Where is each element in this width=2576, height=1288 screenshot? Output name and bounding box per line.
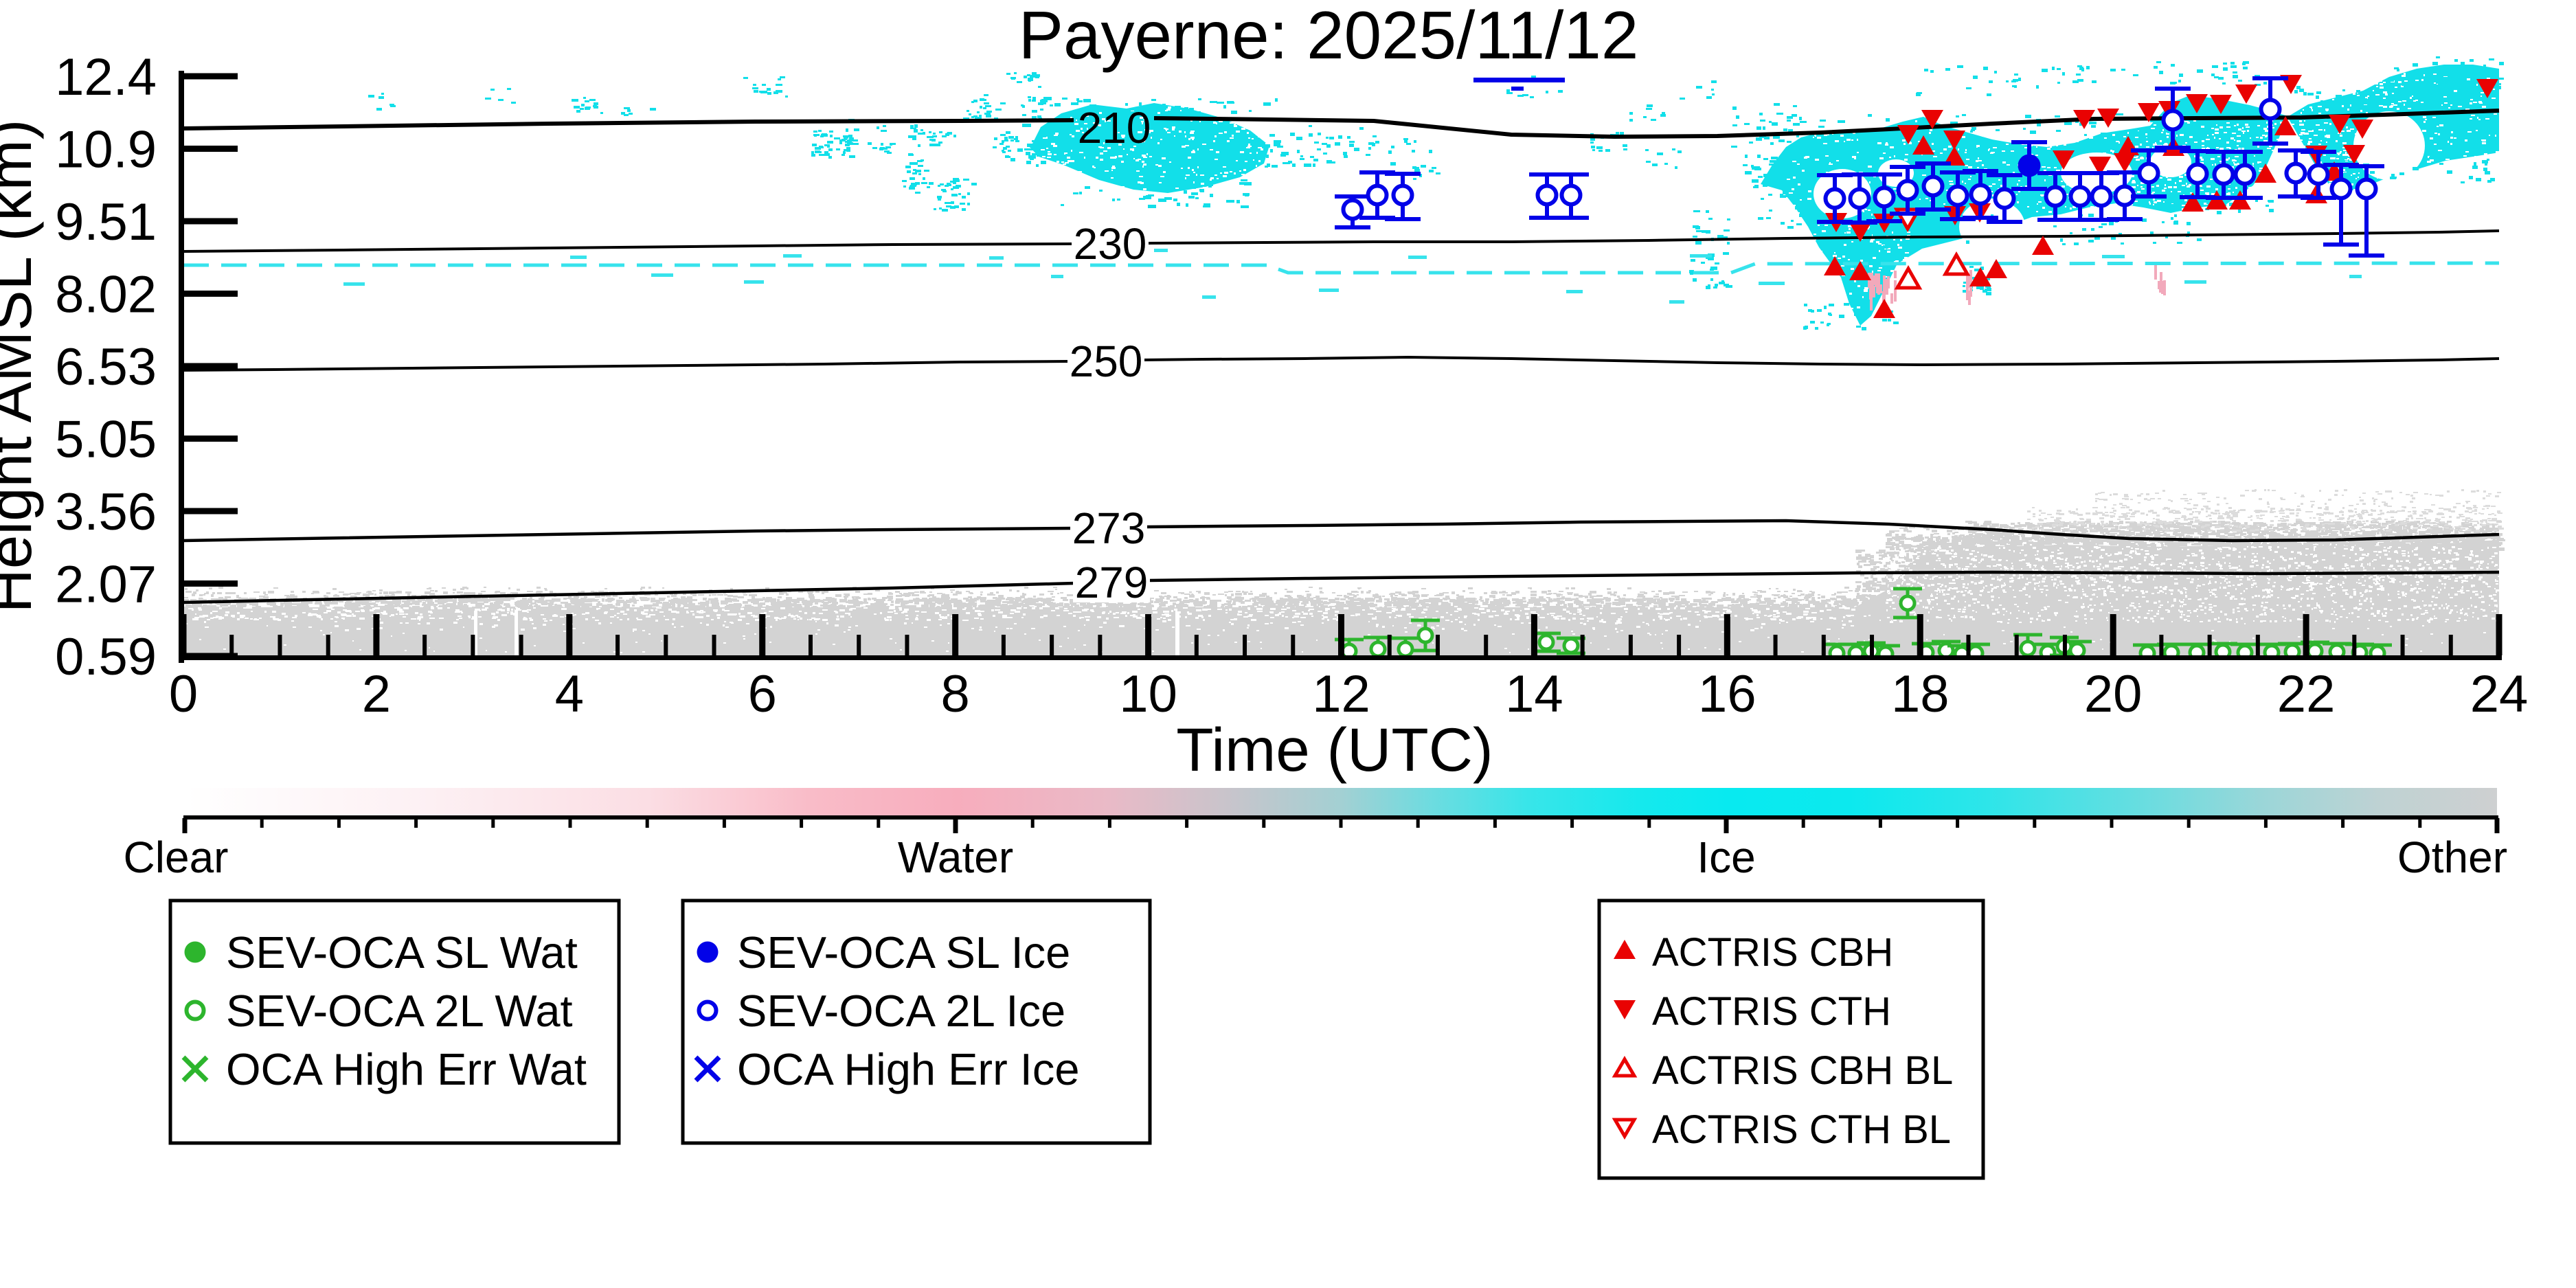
svg-text:20: 20 [2084,665,2143,723]
svg-text:SEV-OCA SL Ice: SEV-OCA SL Ice [737,927,1070,978]
svg-text:OCA High Err Ice: OCA High Err Ice [737,1044,1079,1094]
svg-text:5.05: 5.05 [55,411,157,469]
svg-text:0.59: 0.59 [55,628,157,686]
svg-text:6.53: 6.53 [55,338,157,396]
svg-text:3.56: 3.56 [55,483,157,541]
svg-text:Water: Water [898,833,1013,882]
svg-text:SEV-OCA SL Wat: SEV-OCA SL Wat [226,927,578,978]
svg-text:10: 10 [1119,665,1177,723]
svg-text:SEV-OCA 2L Wat: SEV-OCA 2L Wat [226,986,573,1036]
svg-text:4: 4 [555,665,584,723]
svg-text:279: 279 [1075,558,1149,607]
svg-text:SEV-OCA 2L Ice: SEV-OCA 2L Ice [737,986,1065,1036]
svg-text:ACTRIS CTH: ACTRIS CTH [1652,989,1891,1034]
svg-text:12: 12 [1312,665,1370,723]
svg-text:Payerne: 2025/11/12: Payerne: 2025/11/12 [1019,0,1639,73]
svg-text:10.9: 10.9 [55,121,157,179]
svg-text:273: 273 [1072,504,1146,553]
svg-text:OCA High Err Wat: OCA High Err Wat [226,1044,587,1094]
svg-text:ACTRIS CTH BL: ACTRIS CTH BL [1652,1107,1951,1152]
svg-text:9.51: 9.51 [55,193,157,251]
svg-text:Ice: Ice [1697,833,1755,882]
svg-text:8.02: 8.02 [55,266,157,324]
svg-text:Other: Other [2397,833,2507,882]
svg-text:12.4: 12.4 [55,48,157,106]
svg-text:ACTRIS CBH BL: ACTRIS CBH BL [1652,1048,1953,1093]
svg-text:Clear: Clear [124,833,229,882]
svg-text:ACTRIS CBH: ACTRIS CBH [1652,930,1893,975]
svg-text:Height AMSL (km): Height AMSL (km) [0,120,44,613]
svg-text:2: 2 [362,665,391,723]
svg-text:8: 8 [941,665,970,723]
svg-text:210: 210 [1078,103,1151,152]
svg-text:230: 230 [1074,219,1147,269]
svg-text:16: 16 [1698,665,1756,723]
svg-text:22: 22 [2277,665,2336,723]
svg-text:Time (UTC): Time (UTC) [1176,715,1493,784]
svg-text:0: 0 [169,665,198,723]
svg-text:250: 250 [1070,337,1143,386]
svg-text:6: 6 [748,665,777,723]
svg-text:24: 24 [2470,665,2529,723]
svg-text:2.07: 2.07 [55,556,157,614]
svg-text:18: 18 [1891,665,1950,723]
svg-text:14: 14 [1505,665,1563,723]
